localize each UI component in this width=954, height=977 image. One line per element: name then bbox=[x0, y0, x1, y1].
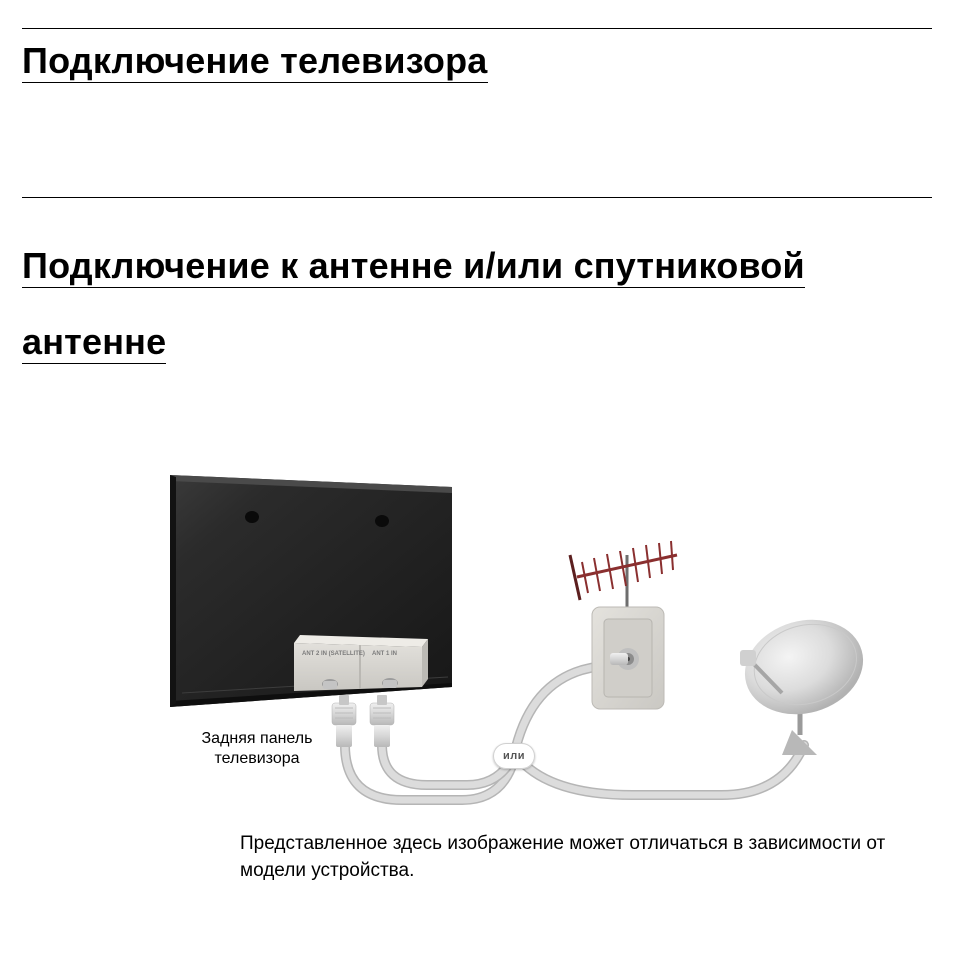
diagram-note: Представленное здесь изображение может о… bbox=[240, 831, 912, 885]
port1-label: ANT 2 IN (SATELLITE) bbox=[302, 651, 365, 657]
page-title: Подключение телевизора bbox=[22, 39, 932, 82]
divider bbox=[22, 28, 932, 29]
port2-label: ANT 1 IN bbox=[372, 651, 397, 657]
coax-connector-right-icon bbox=[370, 695, 394, 747]
tv-back-label: Задняя панель телевизора bbox=[177, 729, 337, 769]
section-title-text: Подключение к антенне и/или спутниковой … bbox=[22, 245, 805, 364]
or-badge: или bbox=[493, 743, 535, 769]
terrestrial-antenna-icon bbox=[570, 541, 677, 615]
page-title-text: Подключение телевизора bbox=[22, 40, 488, 83]
satellite-dish-icon bbox=[734, 606, 875, 755]
or-badge-text: или bbox=[503, 750, 525, 762]
divider bbox=[22, 197, 932, 198]
wall-outlet-icon bbox=[592, 607, 664, 709]
connection-diagram: ANT 2 IN (SATELLITE) ANT 1 IN bbox=[122, 455, 882, 815]
antenna-port-box-icon: ANT 2 IN (SATELLITE) ANT 1 IN bbox=[294, 635, 428, 691]
section-title: Подключение к антенне и/или спутниковой … bbox=[22, 228, 932, 379]
